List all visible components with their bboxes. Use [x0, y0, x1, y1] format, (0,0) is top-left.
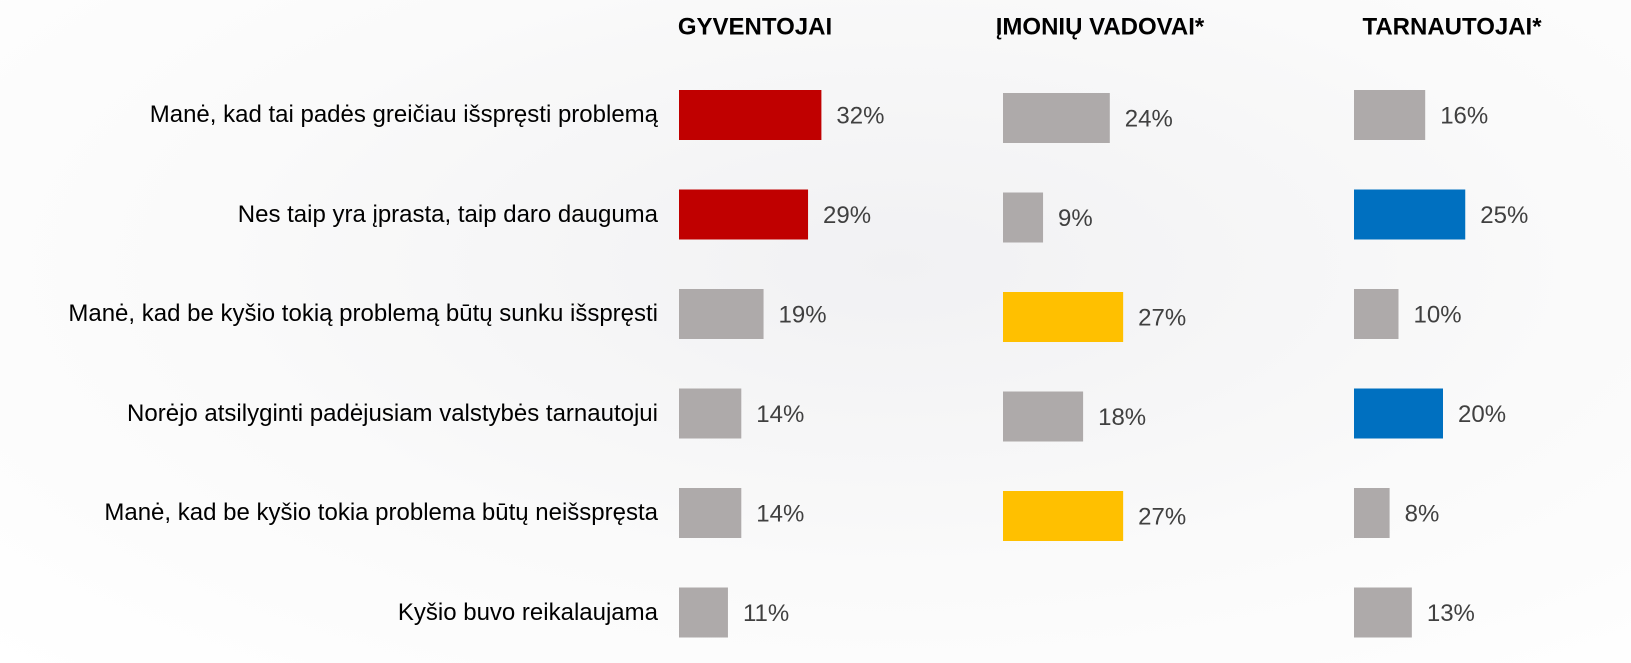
category-label: Norėjo atsilyginti padėjusiam valstybės …	[127, 399, 658, 427]
bar	[679, 388, 742, 439]
panel-title: TARNAUTOJAI*	[1362, 13, 1542, 40]
category-label: Manė, kad be kyšio tokią problemą būtų s…	[68, 300, 658, 328]
value-label: 29%	[823, 202, 871, 229]
bar	[1354, 189, 1466, 240]
bar	[1003, 292, 1124, 342]
value-label: 27%	[1138, 503, 1186, 530]
bar	[1354, 488, 1390, 538]
bar	[1003, 491, 1124, 541]
bar	[1354, 388, 1443, 439]
value-label: 24%	[1125, 105, 1173, 132]
value-label: 14%	[756, 500, 804, 527]
bar	[1003, 192, 1044, 243]
bar	[1354, 90, 1426, 140]
bar	[679, 587, 728, 638]
value-label: 11%	[743, 600, 789, 627]
bar	[1003, 391, 1084, 442]
value-label: 18%	[1098, 404, 1146, 431]
bar	[679, 289, 764, 339]
value-label: 9%	[1058, 205, 1093, 232]
category-label: Nes taip yra įprasta, taip daro dauguma	[237, 200, 658, 228]
value-label: 20%	[1458, 401, 1506, 428]
category-label: Manė, kad be kyšio tokia problema būtų n…	[104, 499, 658, 527]
panel-title: ĮMONIŲ VADOVAI*	[996, 13, 1205, 40]
value-label: 10%	[1414, 301, 1462, 328]
bar	[679, 90, 822, 140]
panel-title: GYVENTOJAI	[678, 13, 832, 40]
value-label: 14%	[756, 401, 804, 428]
bar	[1354, 289, 1399, 339]
bar	[1354, 587, 1412, 638]
value-label: 19%	[779, 301, 827, 328]
value-label: 27%	[1138, 304, 1186, 331]
bar	[679, 189, 809, 240]
value-label: 32%	[836, 102, 884, 129]
bar	[679, 488, 742, 538]
value-label: 8%	[1405, 500, 1440, 527]
category-label: Manė, kad tai padės greičiau išspręsti p…	[149, 101, 658, 129]
value-label: 25%	[1480, 202, 1528, 229]
value-label: 13%	[1427, 600, 1475, 627]
value-label: 16%	[1440, 102, 1488, 129]
category-label: Kyšio buvo reikalaujama	[397, 598, 658, 626]
bar	[1003, 93, 1110, 143]
